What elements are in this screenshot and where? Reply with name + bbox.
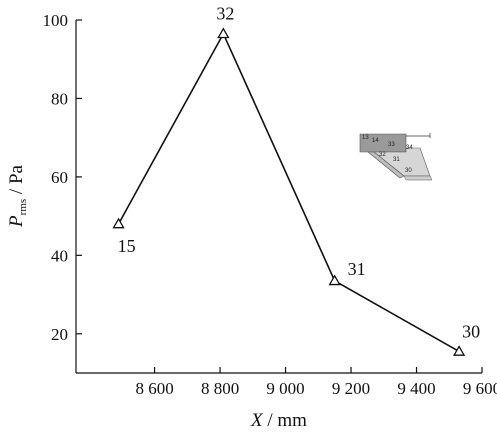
x-tick-label: 8 800 (201, 379, 239, 398)
data-point-label: 30 (462, 321, 480, 341)
y-ticks: 20 40 60 80 100 (43, 11, 82, 344)
markers (112, 27, 466, 356)
x-ticks: 8 600 8 800 9 000 9 200 9 400 9 600 (135, 367, 497, 398)
data-point-marker (452, 345, 466, 356)
y-tick-label: 60 (51, 168, 68, 187)
inset-label-13: 13 (362, 135, 369, 141)
data-point-marker (217, 27, 230, 39)
data-point-marker (112, 217, 125, 229)
point-labels: 15 32 31 30 (118, 4, 481, 342)
inset-label-14: 14 (372, 138, 379, 144)
axes (75, 20, 482, 374)
data-point-marker (328, 274, 341, 286)
series-line (117, 31, 460, 353)
inset-label-32: 32 (379, 152, 386, 158)
y-tick-label: 40 (51, 246, 68, 265)
series (117, 31, 460, 353)
x-tick-label: 9 400 (397, 379, 435, 398)
inset-label-31: 31 (393, 157, 400, 163)
x-tick-label: 9 000 (266, 379, 304, 398)
x-axis-title: X / mm (250, 410, 307, 431)
x-tick-label: 9 600 (463, 379, 497, 398)
inset-label-30: 30 (405, 168, 412, 174)
y-tick-label: 20 (51, 325, 68, 344)
y-tick-label: 80 (51, 89, 68, 108)
inset-label-34: 34 (406, 145, 413, 151)
inset-label-33: 33 (388, 142, 395, 148)
data-point-label: 31 (348, 259, 366, 279)
inset-body-lip (403, 175, 433, 181)
y-tick-label: 100 (43, 11, 69, 30)
x-tick-label: 9 200 (332, 379, 370, 398)
y-axis-title: Prms / Pa (6, 164, 29, 227)
inset-diagram: 13 14 33 34 32 31 30 (359, 133, 433, 181)
data-point-label: 32 (216, 4, 234, 24)
x-tick-label: 8 600 (135, 379, 173, 398)
data-point-label: 15 (118, 236, 136, 256)
